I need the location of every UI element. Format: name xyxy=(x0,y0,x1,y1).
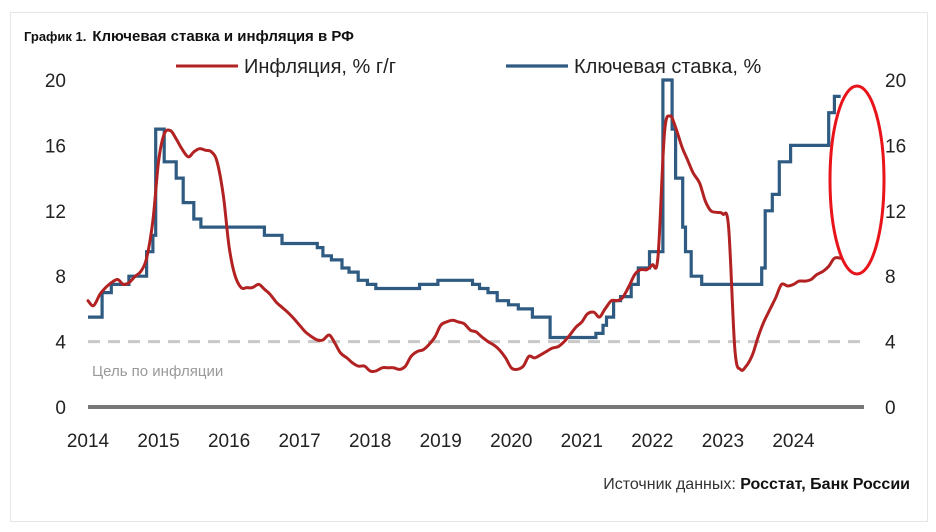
y-tick-right: 16 xyxy=(885,136,906,157)
y-tick-right: 4 xyxy=(885,333,896,354)
x-tick-label: 2014 xyxy=(67,431,110,452)
chart-title: График 1. Ключевая ставка и инфляция в РФ xyxy=(24,28,354,45)
x-tick-label: 2022 xyxy=(631,431,673,452)
x-tick-label: 2021 xyxy=(561,431,603,452)
x-tick-label: 2015 xyxy=(137,431,179,452)
highlight-ellipse xyxy=(828,84,886,276)
y-tick-left: 12 xyxy=(45,202,66,223)
inflation-line xyxy=(86,114,843,374)
x-tick-label: 2018 xyxy=(349,431,391,452)
chart-frame xyxy=(10,12,928,522)
legend-label-inflation: Инфляция, % г/г xyxy=(244,56,396,78)
x-tick-label: 2016 xyxy=(208,431,250,452)
y-tick-left: 0 xyxy=(55,398,66,419)
x-tick-label: 2023 xyxy=(702,431,744,452)
chart-number: График 1. xyxy=(24,29,87,44)
x-tick-label: 2024 xyxy=(772,431,815,452)
y-tick-right: 12 xyxy=(885,202,906,223)
y-tick-left: 20 xyxy=(45,71,66,92)
source-value: Росстат, Банк России xyxy=(740,476,910,493)
x-tick-label: 2017 xyxy=(278,431,320,452)
x-tick-label: 2020 xyxy=(490,431,532,452)
y-tick-right: 20 xyxy=(885,71,906,92)
legend-label-key-rate: Ключевая ставка, % xyxy=(574,56,761,78)
chart-title-text: Ключевая ставка и инфляция в РФ xyxy=(92,28,354,45)
target-label: Цель по инфляции xyxy=(92,363,223,380)
y-tick-right: 0 xyxy=(885,398,896,419)
y-tick-left: 8 xyxy=(55,267,66,288)
y-tick-left: 16 xyxy=(45,136,66,157)
x-tick-label: 2019 xyxy=(420,431,462,452)
y-tick-left: 4 xyxy=(55,333,66,354)
source-label: Источник данных: xyxy=(603,476,736,493)
y-tick-right: 8 xyxy=(885,267,896,288)
source-note: Источник данных: Росстат, Банк России xyxy=(603,476,910,494)
key-rate-line xyxy=(88,78,841,340)
